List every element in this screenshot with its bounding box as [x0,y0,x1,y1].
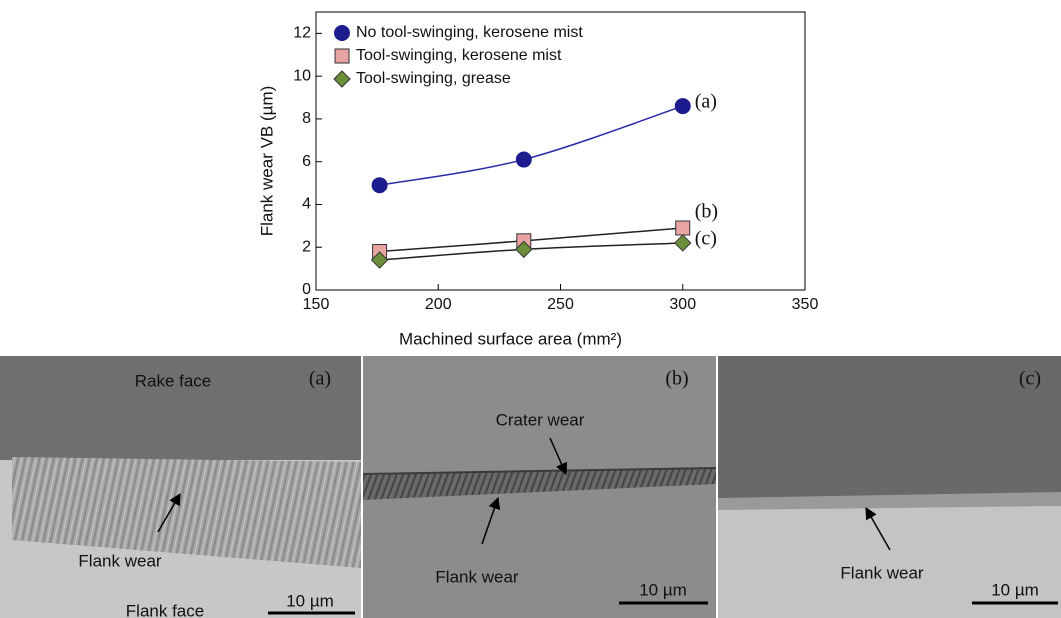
image-text: Crater wear [496,410,585,429]
legend-label: No tool-swinging, kerosene mist [356,24,583,41]
image-label: (b) [665,368,688,390]
image-text: Flank face [126,601,204,618]
y-tick-label: 2 [302,238,311,255]
annotation: (b) [695,201,718,223]
x-tick-label: 250 [547,296,574,313]
legend-label: Tool-swinging, kerosene mist [356,47,562,64]
image-label: (c) [1019,368,1041,390]
y-tick-label: 8 [302,110,311,127]
annotation: (c) [695,228,717,250]
page: Rake face (a) Flank wear Flank face 10 µ… [0,0,1061,618]
x-tick-label: 300 [669,296,696,313]
image-text: Rake face [135,371,212,390]
image-text: Flank wear [435,567,518,586]
image-c: (c) Flank wear 10 µm [718,356,1061,618]
figure: Rake face (a) Flank wear Flank face 10 µ… [0,0,1061,618]
y-axis-label: Flank wear VB (µm) [257,86,276,237]
scale-bar-label: 10 µm [286,591,334,610]
legend-label: Tool-swinging, grease [356,70,511,87]
x-axis-label: Machined surface area (mm²) [399,329,622,348]
legend-marker [335,49,349,63]
data-point [372,178,387,193]
data-point [675,235,691,251]
data-point [516,152,531,167]
y-tick-label: 6 [302,153,311,170]
x-tick-label: 150 [303,296,330,313]
y-tick-label: 12 [293,25,311,42]
annotation: (a) [695,91,717,113]
image-text: Flank wear [78,551,161,570]
image-b: (b) Crater wear Flank wear 10 µm [363,356,716,618]
data-point [676,221,690,235]
scale-bar-label: 10 µm [639,580,687,599]
scale-bar-label: 10 µm [991,580,1039,599]
data-point [675,99,690,114]
series-line [380,106,683,185]
x-tick-label: 350 [792,296,819,313]
legend-marker [334,71,350,87]
y-tick-label: 4 [302,196,311,213]
image-text: Flank wear [840,563,923,582]
image-a: Rake face (a) Flank wear Flank face 10 µ… [0,356,361,618]
y-tick-label: 10 [293,67,311,84]
x-tick-label: 200 [425,296,452,313]
legend-marker [335,26,350,41]
image-label: (a) [309,368,331,390]
